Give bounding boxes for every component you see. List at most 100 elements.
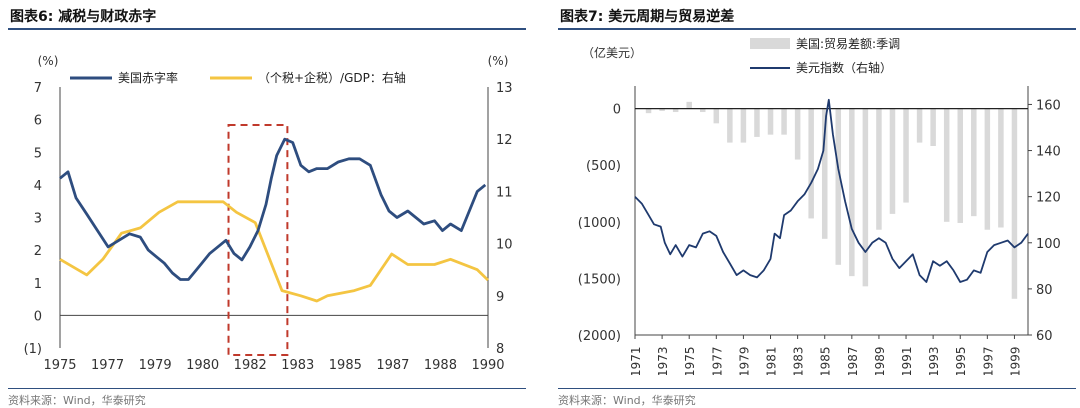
right-chart-title: 图表7: 美元周期与贸易逆差	[560, 9, 735, 25]
trade-balance-bar	[808, 108, 814, 219]
trade-balance-bar	[862, 108, 869, 287]
right-y-tick-label: 60	[1036, 329, 1053, 344]
right-y-tick-label: 11	[496, 185, 513, 200]
legend-deficit-label: 美国赤字率	[118, 70, 178, 85]
x-tick-label: 1977	[710, 346, 724, 375]
left-y-tick-label: 4	[34, 179, 42, 194]
x-tick-label: 1990	[471, 358, 504, 373]
tax-gdp-line	[59, 200, 489, 303]
left-y-tick-label: 2	[34, 244, 42, 259]
x-tick-label: 1985	[819, 346, 833, 375]
x-tick-label: 1975	[683, 346, 697, 375]
right-y-tick-label: 9	[496, 290, 504, 305]
left-y-tick-label: (500)	[586, 159, 621, 174]
x-tick-label: 1987	[376, 358, 409, 373]
legend-balance-swatch	[750, 38, 790, 49]
left-y-tick-label: 5	[34, 146, 42, 161]
legend-tax-label: （个税+企税）/GDP：右轴	[258, 70, 406, 85]
trade-balance-bar	[713, 108, 720, 124]
left-top-rule	[8, 28, 526, 30]
left-y-tick-label: (1000)	[578, 216, 621, 231]
x-tick-label: 1999	[1008, 346, 1022, 375]
right-y-tick-label: 10	[496, 238, 513, 253]
deficit-rate-line	[59, 137, 487, 281]
left-y-tick-label: (2000)	[578, 329, 621, 344]
trade-balance-bar	[943, 108, 950, 222]
right-y-tick-label: 140	[1036, 145, 1061, 160]
trade-balance-bar	[903, 108, 909, 203]
trade-balance-bar	[849, 108, 855, 277]
trade-balance-bar	[767, 108, 774, 135]
x-tick-label: 1997	[981, 346, 995, 375]
trade-balance-bar	[794, 108, 801, 160]
left-chart-title: 图表6: 减税与财政赤字	[10, 9, 157, 25]
trade-balance-bar	[876, 108, 882, 230]
x-tick-label: 1981	[765, 346, 779, 375]
trade-balance-bar	[916, 108, 923, 143]
x-tick-label: 1979	[737, 346, 751, 375]
right-source-note: 资料来源：Wind，华泰研究	[558, 394, 696, 407]
x-tick-label: 1985	[329, 358, 362, 373]
right-top-rule	[558, 28, 1076, 30]
trade-balance-bar	[672, 108, 679, 113]
left-y-tick-label: 0	[34, 309, 42, 324]
dollar-index-line	[634, 98, 1029, 283]
left-axis-unit: (%)	[38, 54, 59, 68]
trade-balance-bar	[835, 108, 842, 265]
trade-balance-bar	[1011, 108, 1018, 299]
right-chart: （亿美元） (2000) (1500) (1000) (500) 0 60 80 100 120 1…	[578, 37, 1061, 375]
x-tick-label: 1977	[91, 358, 124, 373]
left-y-tick-label: 3	[34, 212, 42, 227]
left-bottom-rule	[8, 388, 526, 389]
trade-balance-bar	[727, 108, 733, 143]
x-tick-label: 1983	[792, 346, 806, 375]
trade-balance-bar	[971, 108, 977, 217]
left-y-tick-label: (1)	[24, 342, 42, 357]
trade-balance-bar	[781, 108, 787, 135]
trade-balance-bar	[821, 108, 828, 239]
right-y-tick-label: 12	[496, 133, 513, 148]
x-tick-label: 1980	[186, 358, 219, 373]
left-y-tick-label: 6	[34, 114, 42, 129]
right-y-tick-label: 100	[1036, 237, 1061, 252]
x-tick-label: 1971	[629, 346, 643, 375]
trade-balance-bar	[700, 108, 706, 113]
right-y-tick-label: 160	[1036, 98, 1061, 113]
left-source-note: 资料来源：Wind，华泰研究	[8, 394, 146, 407]
x-tick-label: 1991	[900, 346, 914, 375]
trade-balance-bar	[984, 108, 991, 230]
left-panel: 图表6: 减税与财政赤字 (%) (%) (1) 0 1 2 3 4 5 6 7 8 9 10 11 12 13…	[0, 0, 530, 407]
trade-balance-bar	[957, 108, 963, 223]
x-tick-label: 1979	[139, 358, 172, 373]
trade-balance-bar	[754, 108, 760, 137]
x-tick-label: 1973	[656, 346, 670, 375]
trade-balance-bar	[889, 108, 896, 214]
trade-balance-bar	[930, 108, 936, 146]
x-tick-label: 1983	[281, 358, 314, 373]
x-tick-label: 1987	[846, 346, 860, 375]
x-tick-label: 1995	[954, 346, 968, 375]
left-y-tick-label: 0	[613, 103, 621, 118]
left-y-tick-label: 1	[34, 277, 42, 292]
trade-balance-bar	[659, 108, 665, 111]
right-y-tick-label: 80	[1036, 283, 1053, 298]
x-tick-label: 1988	[424, 358, 457, 373]
x-tick-label: 1975	[43, 358, 76, 373]
right-y-tick-label: 8	[496, 342, 504, 357]
trade-balance-bar	[686, 101, 692, 109]
highlight-box	[227, 124, 289, 356]
x-tick-label: 1982	[234, 358, 267, 373]
trade-balance-bar	[645, 108, 652, 114]
right-y-tick-label: 13	[496, 81, 513, 96]
left-y-tick-label: (1500)	[578, 272, 621, 287]
right-y-tick-label: 120	[1036, 191, 1061, 206]
x-tick-label: 1993	[927, 346, 941, 375]
x-tick-label: 1989	[873, 346, 887, 375]
trade-balance-bar	[998, 108, 1004, 228]
legend-balance-label: 美国:贸易差额:季调	[796, 37, 900, 51]
right-bottom-rule	[558, 388, 1076, 389]
left-axis-unit: （亿美元）	[582, 45, 642, 60]
left-y-tick-label: 7	[34, 81, 42, 96]
right-axis-unit: (%)	[488, 54, 509, 68]
